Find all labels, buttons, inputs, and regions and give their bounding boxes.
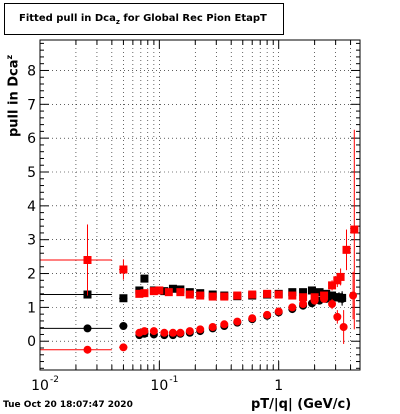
data-point-circle (349, 291, 358, 300)
data-point-square (350, 225, 359, 234)
x-tick-label: 1 (274, 378, 283, 394)
data-point-circle (160, 328, 169, 337)
data-point-square (168, 284, 177, 293)
data-point-square (336, 272, 345, 281)
data-point-square (164, 288, 173, 297)
data-layer (40, 129, 359, 354)
data-point-circle (149, 327, 158, 336)
data-point-circle (220, 320, 229, 329)
chart-title-main: Fitted pull in Dca (19, 13, 116, 24)
data-point-circle (140, 327, 149, 336)
x-tick-label: 10 (31, 378, 49, 394)
data-point-circle (119, 322, 128, 330)
data-point-circle (196, 325, 205, 334)
data-point-circle (83, 324, 92, 333)
data-point-circle (168, 328, 177, 337)
x-axis-label: pT/|q| (GeV/c) (251, 397, 352, 412)
data-point-circle (274, 307, 283, 316)
data-point-circle (176, 328, 185, 337)
x-tick-exponent: -1 (169, 375, 178, 385)
data-point-circle (338, 294, 347, 303)
data-point-circle (83, 345, 92, 354)
data-point-square (248, 290, 257, 299)
y-tick-label: 3 (27, 233, 36, 249)
data-point-circle (320, 294, 329, 303)
data-point-circle (263, 310, 272, 319)
data-point-square (342, 245, 351, 254)
data-point-square (208, 292, 217, 301)
data-point-square (83, 256, 92, 264)
data-point-circle (333, 312, 342, 321)
grid-layer (39, 40, 360, 370)
data-point-square (119, 265, 128, 274)
y-tick-label: 0 (27, 334, 36, 350)
data-point-square (135, 289, 144, 298)
x-tick-exponent: -2 (50, 375, 59, 385)
data-point-circle (233, 317, 242, 326)
data-point-square (155, 286, 164, 295)
y-tick-label: 8 (27, 63, 36, 79)
y-tick-label: 5 (27, 165, 36, 181)
y-tick-label: 2 (27, 267, 36, 283)
data-point-circle (208, 323, 217, 332)
plot-frame (39, 39, 361, 371)
data-point-circle (119, 343, 128, 352)
data-point-square (160, 287, 169, 296)
y-axis-label-subscript: z (5, 54, 14, 60)
data-point-square (307, 286, 316, 295)
data-point-square (185, 290, 194, 299)
data-point-square (299, 293, 308, 302)
data-point-circle (288, 303, 297, 312)
data-point-square (119, 294, 128, 303)
data-point-circle (185, 327, 194, 336)
chart-title-box: Fitted pull in Dcaz for Global Rec Pion … (4, 3, 284, 35)
y-tick-label: 6 (27, 131, 36, 147)
data-point-circle (248, 314, 257, 323)
data-point-square (299, 288, 308, 297)
chart-title: Fitted pull in Dcaz for Global Rec Pion … (19, 13, 267, 26)
chart-title-suffix: for Global Rec Pion EtapT (119, 13, 267, 24)
data-point-square (149, 287, 158, 296)
data-point-circle (328, 300, 337, 308)
y-tick-label: 1 (27, 300, 36, 316)
data-point-circle (310, 296, 319, 305)
data-point-square (220, 292, 229, 301)
timestamp-footer: Tue Oct 20 18:07:47 2020 (3, 400, 133, 410)
data-point-square (274, 290, 283, 299)
data-point-circle (299, 300, 308, 308)
y-axis-label: pull in Dcaz (5, 55, 21, 137)
data-point-circle (339, 323, 348, 332)
chart-title-subscript: z (115, 18, 120, 26)
data-point-square (328, 281, 337, 290)
data-point-square (176, 288, 185, 297)
data-point-square (288, 291, 297, 300)
data-point-square (233, 291, 242, 300)
data-point-square (263, 289, 272, 298)
data-point-square (140, 289, 149, 298)
y-axis-label-text: pull in Dca (6, 59, 22, 137)
data-point-square (140, 274, 149, 283)
x-tick-label: 10 (150, 378, 168, 394)
y-tick-label: 4 (27, 199, 36, 215)
y-tick-label: 7 (27, 97, 36, 113)
data-point-square (196, 291, 205, 300)
data-point-square (315, 288, 324, 297)
